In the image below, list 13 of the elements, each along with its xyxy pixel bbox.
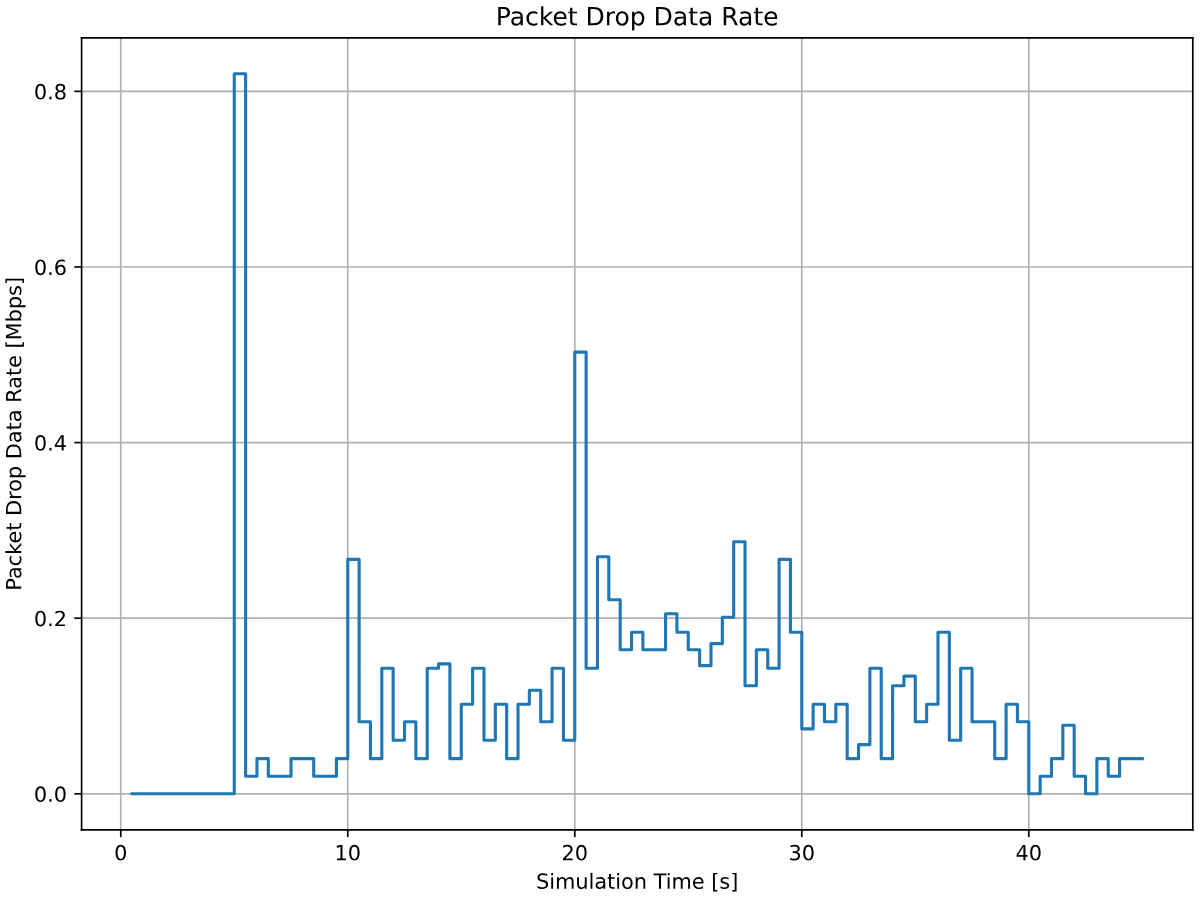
x-axis-title: Simulation Time [s] xyxy=(537,872,737,892)
y-tick-label: 0.2 xyxy=(35,610,65,627)
y-axis-title: Packet Drop Data Rate [Mbps] xyxy=(5,278,26,589)
chart-title: Packet Drop Data Rate xyxy=(498,6,778,31)
y-tick-label: 0.6 xyxy=(35,259,66,276)
y-tick-label: 0.8 xyxy=(35,83,66,100)
x-tick-label: 10 xyxy=(336,844,360,861)
y-tick-label: 0.4 xyxy=(35,435,66,451)
x-tick-label: 30 xyxy=(790,844,814,861)
y-tick-label: 0.0 xyxy=(35,786,66,803)
x-tick-label: 20 xyxy=(563,844,587,861)
x-tick-label: 0 xyxy=(115,844,126,861)
x-tick-label: 40 xyxy=(1016,844,1041,861)
